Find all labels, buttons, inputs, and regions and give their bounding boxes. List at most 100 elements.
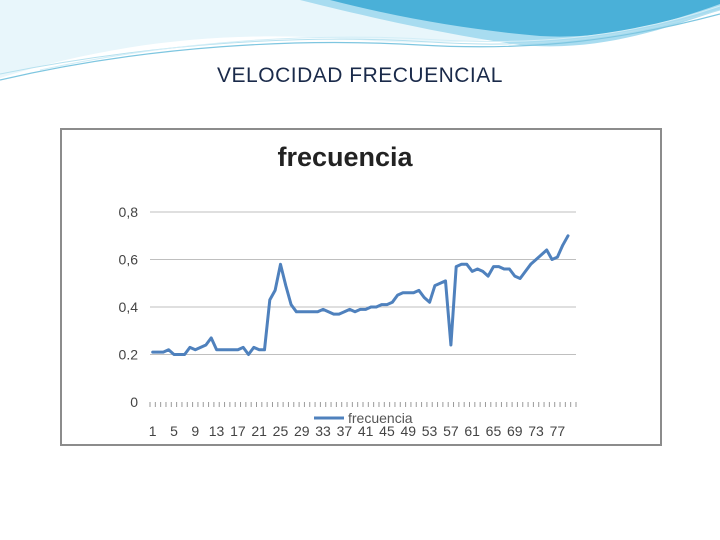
y-tick-label: 0.2	[119, 347, 139, 363]
data-point	[508, 267, 511, 271]
data-point	[369, 305, 373, 309]
x-tick-label: 1	[149, 423, 157, 439]
data-point	[486, 274, 490, 278]
x-tick-label: 49	[400, 423, 416, 439]
slide-title: VELOCIDAD FRECUENCIAL	[217, 64, 503, 87]
data-point	[556, 255, 559, 259]
y-tick-label: 0	[130, 394, 138, 410]
x-tick-label: 21	[251, 423, 267, 439]
data-point	[316, 310, 319, 313]
data-point	[359, 308, 362, 311]
data-point	[348, 308, 351, 311]
data-point	[449, 343, 453, 347]
data-point	[454, 265, 458, 268]
wave-line-1	[0, 13, 720, 81]
x-tick-label: 69	[507, 423, 523, 439]
data-point	[289, 303, 293, 306]
x-tick-label: 73	[528, 423, 544, 439]
data-point	[497, 265, 500, 268]
data-point	[257, 348, 261, 351]
data-point	[433, 284, 437, 287]
data-point	[268, 298, 272, 302]
data-point	[204, 343, 208, 347]
data-point	[417, 289, 421, 292]
data-point	[337, 312, 341, 316]
data-point	[428, 301, 431, 304]
data-point	[241, 346, 245, 349]
data-point	[518, 277, 522, 280]
data-point	[396, 293, 399, 297]
data-point	[167, 348, 170, 351]
data-point	[247, 353, 250, 356]
data-point	[284, 284, 287, 287]
y-tick-label: 0,4	[119, 299, 139, 315]
data-point	[162, 350, 165, 354]
data-point	[183, 353, 186, 356]
chart-title: frecuencia	[277, 142, 413, 172]
wave-line-3	[39, 5, 720, 71]
data-point	[300, 310, 303, 313]
data-point	[534, 258, 538, 261]
data-point	[476, 267, 479, 271]
data-point	[460, 263, 463, 266]
x-tick-label: 33	[315, 423, 331, 439]
data-point	[465, 263, 469, 266]
data-point	[295, 310, 298, 313]
x-tick-label: 17	[230, 423, 246, 439]
data-point	[492, 265, 495, 268]
data-point	[412, 291, 415, 294]
x-tick-label: 25	[273, 423, 289, 439]
data-point	[540, 253, 543, 256]
data-point	[481, 270, 485, 273]
data-point	[439, 282, 442, 285]
data-point	[524, 270, 527, 273]
data-point	[279, 263, 282, 266]
x-tick-label: 65	[486, 423, 502, 439]
chart-container: frecuencia 0 0.2 0,4 0,6 0,8 1 5 9 13 17 21 25 29 33 37…	[60, 128, 662, 446]
data-point	[444, 279, 447, 283]
x-tick-label: 9	[191, 423, 199, 439]
data-point	[529, 263, 532, 266]
data-point	[172, 353, 176, 356]
data-point	[263, 348, 266, 351]
wave-band-dark	[330, 0, 720, 37]
data-point	[321, 308, 325, 311]
data-point	[391, 301, 394, 304]
data-point	[199, 346, 202, 349]
x-tick-label: 41	[358, 423, 374, 439]
data-point	[545, 248, 548, 252]
data-point	[178, 353, 181, 356]
x-tick-label: 61	[464, 423, 480, 439]
data-point	[502, 267, 506, 271]
data-point	[220, 348, 224, 351]
data-point	[236, 348, 240, 351]
y-tick-label: 0,6	[119, 252, 139, 268]
data-point	[380, 303, 383, 306]
data-point	[311, 310, 314, 313]
data-point	[513, 274, 516, 278]
y-tick-label: 0,8	[119, 204, 139, 220]
x-tick-label: 57	[443, 423, 459, 439]
header-wave-decoration	[0, 0, 720, 81]
data-point	[210, 336, 213, 340]
data-point	[215, 348, 218, 351]
data-point	[561, 244, 564, 247]
data-point	[231, 348, 234, 351]
data-point	[343, 310, 346, 313]
x-tick-label: 77	[550, 423, 566, 439]
data-point	[194, 348, 197, 351]
x-tick-label: 29	[294, 423, 310, 439]
data-point	[188, 346, 192, 349]
x-tick-label: 45	[379, 423, 395, 439]
wave-line-2	[0, 9, 720, 75]
data-point	[156, 350, 160, 354]
data-point	[305, 310, 309, 313]
data-point	[226, 348, 229, 351]
data-point	[327, 310, 330, 313]
data-point	[332, 312, 335, 316]
data-point	[151, 350, 154, 354]
data-point	[252, 346, 256, 349]
x-tick-label: 5	[170, 423, 178, 439]
x-tick-label: 53	[422, 423, 438, 439]
line-chart: frecuencia 0 0.2 0,4 0,6 0,8 1 5 9 13 17 21 25 29 33 37…	[119, 142, 577, 439]
